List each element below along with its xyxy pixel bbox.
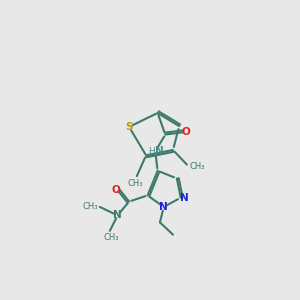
Text: H: H — [148, 147, 155, 156]
Text: N: N — [180, 193, 189, 203]
Text: S: S — [125, 122, 133, 132]
Text: CH₃: CH₃ — [128, 179, 143, 188]
Text: O: O — [182, 127, 190, 137]
Text: CH₃: CH₃ — [104, 233, 119, 242]
Text: CH₃: CH₃ — [190, 162, 206, 171]
Text: CH₃: CH₃ — [82, 202, 98, 211]
Text: N: N — [155, 146, 164, 157]
Text: O: O — [112, 185, 120, 195]
Text: N: N — [113, 210, 122, 220]
Text: N: N — [159, 202, 168, 212]
